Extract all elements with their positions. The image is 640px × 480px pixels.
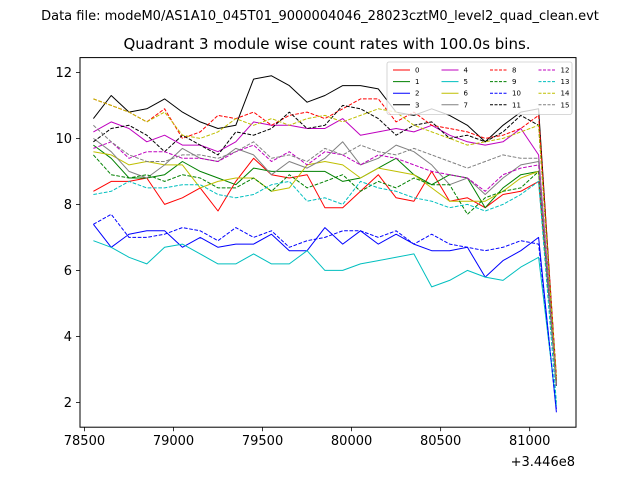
legend-label-7: 7 bbox=[464, 101, 468, 109]
legend-label-0: 0 bbox=[415, 67, 419, 75]
legend-label-13: 13 bbox=[561, 78, 570, 86]
legend-label-1: 1 bbox=[415, 78, 419, 86]
legend-label-10: 10 bbox=[512, 90, 521, 98]
legend-label-9: 9 bbox=[512, 78, 516, 86]
series-line-14 bbox=[93, 98, 557, 380]
series-line-7 bbox=[93, 137, 557, 386]
x-tick-label: 79500 bbox=[242, 434, 283, 449]
figure-suptitle: Data file: modeM0/AS1A10_045T01_90000040… bbox=[41, 9, 599, 24]
x-tick-label: 78500 bbox=[64, 434, 105, 449]
series-line-12 bbox=[93, 141, 557, 386]
x-tick-label: 80000 bbox=[331, 434, 372, 449]
series-line-4 bbox=[93, 118, 557, 383]
series-line-11 bbox=[93, 104, 557, 380]
legend-label-3: 3 bbox=[415, 101, 419, 109]
series-line-10 bbox=[93, 213, 557, 410]
legend-frame bbox=[386, 61, 573, 115]
series-line-5 bbox=[93, 240, 557, 406]
x-tick-label: 81000 bbox=[509, 434, 550, 449]
plot-frame bbox=[79, 57, 577, 428]
y-tick-label: 6 bbox=[64, 264, 72, 279]
legend-label-2: 2 bbox=[415, 90, 419, 98]
legend-label-6: 6 bbox=[464, 90, 469, 98]
y-tick-label: 8 bbox=[64, 198, 72, 213]
series-line-0 bbox=[93, 157, 557, 380]
series-layer bbox=[93, 75, 557, 413]
x-tick-label: 80500 bbox=[420, 434, 461, 449]
series-line-9 bbox=[93, 154, 557, 386]
series-line-3 bbox=[93, 75, 557, 383]
chart-title: Quadrant 3 module wise count rates with … bbox=[123, 35, 530, 53]
legend-label-8: 8 bbox=[512, 67, 516, 75]
legend-label-5: 5 bbox=[464, 78, 468, 86]
y-tick-label: 4 bbox=[64, 330, 72, 345]
legend-label-14: 14 bbox=[561, 90, 570, 98]
series-line-15 bbox=[93, 124, 557, 386]
series-line-2 bbox=[93, 223, 557, 413]
legend-label-11: 11 bbox=[512, 101, 521, 109]
series-line-1 bbox=[93, 144, 557, 386]
x-tick-label: 79000 bbox=[153, 434, 194, 449]
y-tick-label: 2 bbox=[64, 396, 72, 411]
series-line-8 bbox=[93, 98, 557, 377]
series-line-6 bbox=[93, 151, 557, 383]
x-offset-label: +3.446e8 bbox=[511, 455, 575, 470]
series-line-13 bbox=[93, 180, 557, 403]
y-tick-label: 12 bbox=[55, 66, 72, 81]
legend-label-4: 4 bbox=[464, 67, 469, 75]
y-tick-label: 10 bbox=[55, 132, 72, 147]
legend-label-12: 12 bbox=[561, 67, 570, 75]
legend-label-15: 15 bbox=[561, 101, 570, 109]
